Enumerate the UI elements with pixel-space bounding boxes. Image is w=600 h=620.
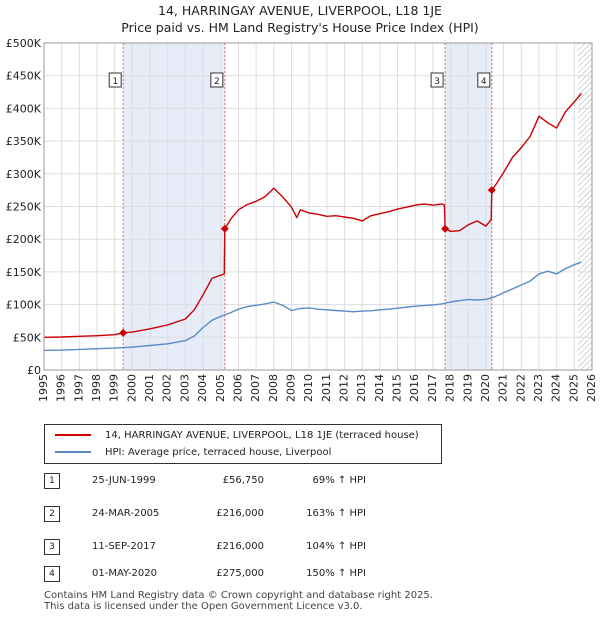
x-tick-label: 1995: [37, 374, 50, 402]
x-tick-label: 2004: [196, 374, 209, 402]
x-tick-label: 2012: [338, 374, 351, 402]
x-tick-label: 2024: [550, 374, 563, 402]
x-tick-label: 2017: [426, 374, 439, 402]
legend-item-hpi: HPI: Average price, terraced house, Live…: [55, 445, 331, 461]
x-tick-label: 1999: [108, 374, 121, 402]
x-tick-label: 2011: [320, 374, 333, 402]
marker-label: 1: [112, 77, 118, 87]
legend-swatch-property: [55, 434, 91, 436]
transaction-hpi: 150% ↑ HPI: [306, 568, 366, 579]
y-tick-label: £50K: [13, 331, 42, 344]
x-tick-label: 2002: [161, 374, 174, 402]
footer: Contains HM Land Registry data © Crown c…: [44, 590, 433, 612]
plot-border: [43, 42, 593, 371]
y-tick-label: £500K: [6, 37, 42, 50]
x-tick-label: 1996: [55, 374, 68, 402]
x-tick-label: 2022: [514, 374, 527, 402]
chart-legend: 14, HARRINGAY AVENUE, LIVERPOOL, L18 1JE…: [44, 424, 442, 464]
sale-point: [487, 186, 496, 195]
x-tick-label: 2026: [585, 374, 598, 402]
marker-label: 3: [434, 77, 440, 87]
y-tick-label: £250K: [6, 201, 42, 214]
table-row: 2 24-MAR-2005 £216,000 163% ↑ HPI: [44, 505, 464, 523]
x-tick-label: 2006: [231, 374, 244, 402]
transaction-hpi: 163% ↑ HPI: [306, 508, 366, 519]
sale-point: [220, 224, 229, 233]
x-tick-label: 2016: [408, 374, 421, 402]
transaction-number: 4: [44, 566, 60, 582]
legend-swatch-hpi: [55, 451, 91, 453]
marker-label-box: [430, 72, 444, 88]
price-chart: £0 £50K £100K £150K £200K £250K £300K £350K £400…: [6, 37, 598, 402]
transaction-price: £216,000: [216, 508, 264, 519]
x-tick-label: 2021: [497, 374, 510, 402]
y-tick-label: £200K: [6, 233, 42, 246]
table-row: 3 11-SEP-2017 £216,000 104% ↑ HPI: [44, 538, 464, 556]
table-row: 4 01-MAY-2020 £275,000 150% ↑ HPI: [44, 565, 464, 583]
transaction-hpi: 69% ↑ HPI: [312, 475, 366, 486]
transaction-date: 25-JUN-1999: [92, 475, 156, 486]
marker-label-box: [108, 72, 122, 88]
x-tick-label: 2015: [391, 374, 404, 402]
transaction-price: £275,000: [216, 568, 264, 579]
transaction-hpi: 104% ↑ HPI: [306, 541, 366, 552]
x-tick-label: 2013: [355, 374, 368, 402]
transaction-price: £56,750: [222, 475, 264, 486]
legend-label-hpi: HPI: Average price, terraced house, Live…: [105, 447, 332, 458]
property-price-line: [43, 92, 582, 338]
y-tick-label: £150K: [6, 266, 42, 279]
legend-item-property: 14, HARRINGAY AVENUE, LIVERPOOL, L18 1JE…: [55, 428, 419, 444]
y-tick-label: £300K: [6, 168, 42, 181]
footer-licence: This data is licensed under the Open Gov…: [44, 601, 363, 612]
y-tick-label: £350K: [6, 135, 42, 148]
transaction-number: 3: [44, 539, 60, 555]
transaction-number: 2: [44, 506, 60, 522]
footer-copyright: Contains HM Land Registry data © Crown c…: [44, 590, 433, 601]
y-tick-label: £400K: [6, 102, 42, 115]
table-row: 1 25-JUN-1999 £56,750 69% ↑ HPI: [44, 472, 464, 490]
legend-label-property: 14, HARRINGAY AVENUE, LIVERPOOL, L18 1JE…: [105, 430, 419, 441]
transaction-date: 11-SEP-2017: [92, 541, 156, 552]
transaction-price: £216,000: [216, 541, 264, 552]
chart-title-block: 14, HARRINGAY AVENUE, LIVERPOOL, L18 1JE…: [0, 2, 600, 36]
x-tick-label: 2000: [125, 374, 138, 402]
x-tick-label: 2005: [214, 374, 227, 402]
x-tick-label: 2009: [284, 374, 297, 402]
marker-label-box: [477, 72, 491, 88]
x-tick-label: 2020: [479, 374, 492, 402]
y-tick-label: £0: [27, 364, 41, 377]
x-tick-label: 2001: [143, 374, 156, 402]
x-tick-label: 2007: [249, 374, 262, 402]
transaction-date: 01-MAY-2020: [92, 568, 158, 579]
sale-point: [119, 328, 128, 337]
transaction-number: 1: [44, 473, 60, 489]
x-tick-label: 1998: [90, 374, 103, 402]
sale-point: [441, 224, 450, 233]
chart-title: 14, HARRINGAY AVENUE, LIVERPOOL, L18 1JE: [158, 3, 442, 18]
x-tick-label: 2025: [567, 374, 580, 402]
x-tick-label: 2010: [302, 374, 315, 402]
marker-label: 2: [214, 77, 220, 87]
marker-label: 4: [481, 77, 487, 87]
y-tick-label: £100K: [6, 299, 42, 312]
x-tick-label: 2008: [267, 374, 280, 402]
y-tick-label: £450K: [6, 70, 42, 83]
x-tick-label: 2018: [444, 374, 457, 402]
x-tick-label: 1997: [72, 374, 85, 402]
transaction-date: 24-MAR-2005: [92, 508, 160, 519]
chart-subtitle: Price paid vs. HM Land Registry's House …: [121, 20, 479, 35]
x-tick-label: 2014: [373, 374, 386, 402]
x-tick-label: 2023: [532, 374, 545, 402]
x-tick-label: 2003: [178, 374, 191, 402]
marker-label-box: [210, 72, 224, 88]
x-tick-label: 2019: [461, 374, 474, 402]
hpi-line: [43, 261, 582, 352]
